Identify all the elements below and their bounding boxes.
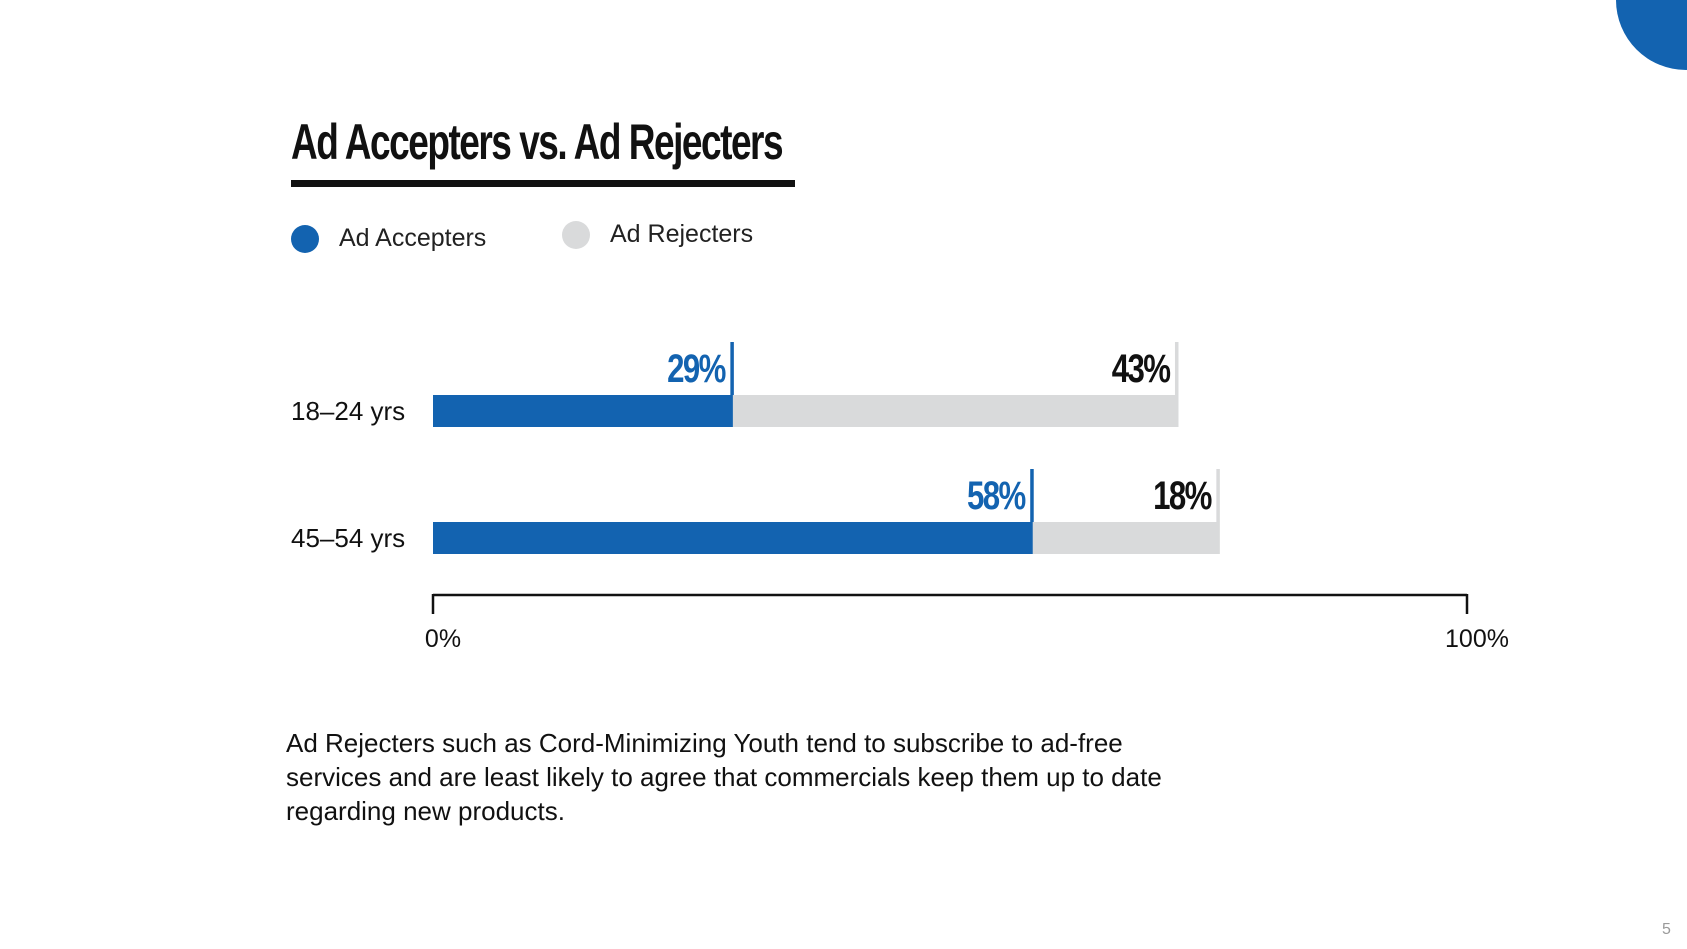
bar-rejecters-45-54-yrs bbox=[1032, 522, 1219, 554]
data-label-rejecters-45-54-yrs: 18% bbox=[1153, 473, 1212, 518]
bar-rejecters-18-24-yrs bbox=[732, 395, 1178, 427]
chart-footnote: Ad Rejecters such as Cord-Minimizing You… bbox=[286, 728, 1162, 826]
title-underline bbox=[291, 180, 795, 187]
bar-end-marker-accepters-45-54-yrs bbox=[1030, 469, 1034, 554]
bar-end-marker-rejecters-45-54-yrs bbox=[1216, 469, 1220, 554]
legend-item-rejecters: Ad Rejecters bbox=[562, 220, 753, 249]
data-label-rejecters-18-24-yrs: 43% bbox=[1112, 346, 1171, 391]
legend-item-accepters: Ad Accepters bbox=[291, 224, 486, 253]
legend-swatch-accepters bbox=[291, 224, 319, 253]
legend-label-rejecters: Ad Rejecters bbox=[610, 220, 754, 248]
bar-accepters-18-24-yrs bbox=[433, 395, 733, 427]
x-tick-label-1: 100% bbox=[1445, 625, 1509, 653]
legend-label-accepters: Ad Accepters bbox=[339, 224, 487, 252]
bar-accepters-45-54-yrs bbox=[433, 522, 1033, 554]
page-number: 5 bbox=[1662, 921, 1671, 938]
x-tick-label-0: 0% bbox=[425, 625, 461, 653]
data-label-accepters-18-24-yrs: 29% bbox=[667, 346, 726, 391]
data-label-accepters-45-54-yrs: 58% bbox=[967, 473, 1026, 518]
bar-end-marker-accepters-18-24-yrs bbox=[730, 342, 734, 427]
chart-title: Ad Accepters vs. Ad Rejecters bbox=[291, 114, 784, 170]
category-label-45-54-yrs: 45–54 yrs bbox=[291, 523, 405, 553]
category-label-18-24-yrs: 18–24 yrs bbox=[291, 396, 405, 426]
bar-end-marker-rejecters-18-24-yrs bbox=[1174, 342, 1179, 427]
legend-swatch-rejecters bbox=[562, 220, 590, 249]
